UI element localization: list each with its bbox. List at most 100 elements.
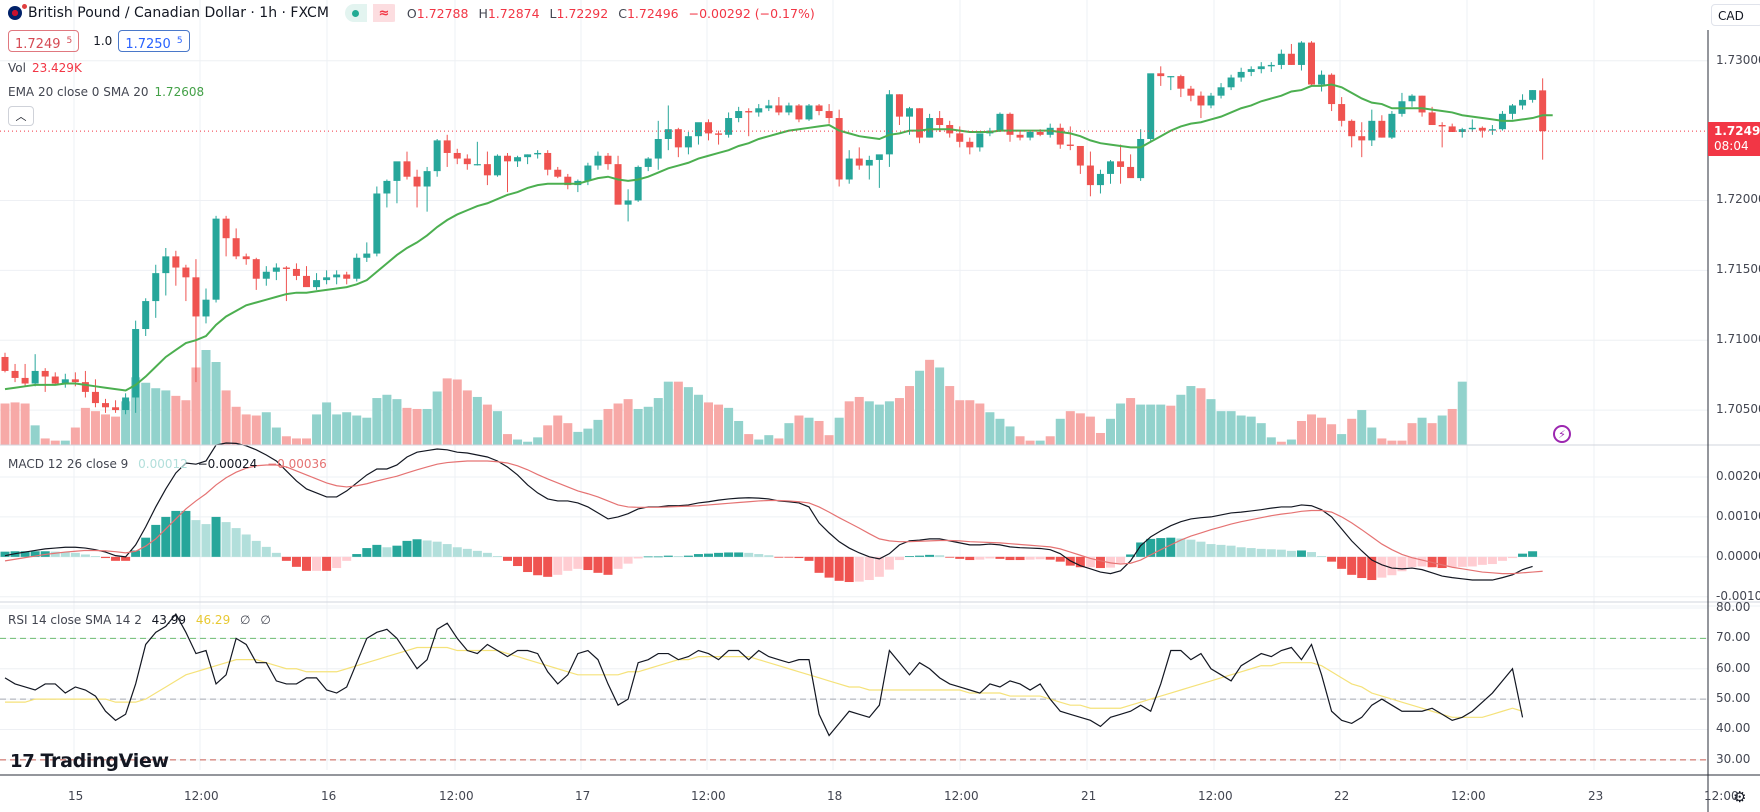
- macd-histogram-bar: [1206, 544, 1216, 557]
- macd-histogram-bar: [965, 556, 975, 561]
- macd-histogram-bar: [302, 556, 311, 571]
- currency-selector[interactable]: CAD: [1711, 4, 1760, 26]
- candle-body: [765, 105, 773, 109]
- macd-histogram-bar: [1397, 556, 1407, 572]
- volume-bar: [1055, 418, 1065, 445]
- candle-body: [1448, 126, 1456, 133]
- sell-button[interactable]: 1.7249 5: [8, 30, 80, 52]
- volume-bar: [734, 420, 744, 445]
- candle-body: [785, 105, 793, 113]
- volume-bar: [965, 400, 975, 445]
- macd-histogram-bar: [633, 556, 643, 559]
- volume-bar: [101, 414, 110, 445]
- macd-histogram-bar: [221, 522, 231, 557]
- delayed-wave-icon: ≈: [372, 4, 395, 22]
- volume-bar: [915, 370, 925, 445]
- macd-histogram-bar: [90, 556, 100, 557]
- candle-body: [825, 111, 833, 119]
- volume-bar: [392, 399, 402, 445]
- volume-bar: [764, 435, 774, 445]
- settings-icon[interactable]: ⚙: [1733, 788, 1747, 806]
- rsi-legend[interactable]: RSI 14 close SMA 14 2 43.99 46.29 ∅ ∅: [8, 613, 271, 627]
- candle-body: [634, 166, 642, 201]
- volume-bar: [583, 428, 593, 445]
- macd-histogram-bar: [1025, 556, 1035, 560]
- macd-histogram-bar: [503, 556, 512, 561]
- volume-bar: [1005, 426, 1015, 445]
- volume-bar: [1106, 418, 1115, 445]
- volume-bar: [312, 414, 322, 445]
- candle-body: [91, 391, 99, 404]
- candle-body: [1117, 161, 1125, 167]
- candle-body: [1137, 138, 1145, 179]
- volume-bar: [1035, 440, 1045, 445]
- candle-body: [202, 299, 210, 317]
- volume-bar: [151, 388, 161, 445]
- ema-legend[interactable]: EMA 20 close 0 SMA 20 1.72608: [8, 85, 205, 99]
- candle-body: [1529, 90, 1537, 100]
- macd-histogram-bar: [1447, 556, 1457, 568]
- volume-bar: [1286, 439, 1296, 445]
- time-axis-label: 12:00: [944, 789, 979, 803]
- volume-bar: [1015, 436, 1025, 445]
- candle-body: [554, 169, 562, 177]
- buy-button[interactable]: 1.7250 5: [118, 30, 190, 52]
- volume-bar: [1236, 415, 1246, 445]
- lightning-event-icon[interactable]: ⚡: [1553, 425, 1571, 443]
- volume-bar: [653, 398, 663, 445]
- candle-body: [413, 176, 421, 187]
- macd-histogram-bar: [1136, 542, 1146, 557]
- candle-body: [1177, 76, 1185, 89]
- time-axis-label: 12:00: [691, 789, 726, 803]
- candle-body: [1187, 88, 1195, 96]
- axes: [0, 30, 1760, 812]
- symbol-title[interactable]: British Pound / Canadian Dollar · 1h · F…: [28, 5, 329, 21]
- volume-bar: [20, 403, 30, 445]
- candle-body: [1257, 66, 1265, 70]
- macd-histogram-bar: [1196, 541, 1206, 557]
- candle-body: [1348, 120, 1356, 137]
- volume-bar: [1246, 416, 1256, 445]
- volume-bar: [794, 415, 804, 445]
- candle-body: [1368, 120, 1376, 141]
- macd-histogram-bar: [1236, 547, 1246, 557]
- candle-body: [122, 397, 130, 411]
- macd-histogram-bar: [804, 556, 814, 561]
- macd-histogram-bar: [291, 556, 301, 567]
- macd-histogram-bar: [1296, 550, 1306, 557]
- candle-body: [473, 164, 481, 166]
- volume-bar: [1156, 404, 1166, 445]
- time-axis-label: 12:00: [184, 789, 219, 803]
- tradingview-logo[interactable]: 𝟭𝟳 TradingView: [10, 750, 169, 772]
- macd-histogram-bar: [1176, 538, 1186, 557]
- volume-bar: [673, 381, 683, 445]
- candle-body: [1157, 73, 1165, 77]
- macd-legend[interactable]: MACD 12 26 close 9 0.00012 −0.00024 −0.0…: [8, 457, 327, 471]
- candle-body: [1297, 42, 1305, 65]
- price-axis-label: 1.71000: [1716, 332, 1760, 347]
- macd-histogram-bar: [432, 541, 442, 557]
- volume-bar: [1437, 415, 1447, 445]
- macd-histogram-bar: [492, 556, 502, 557]
- candle-body: [745, 111, 753, 113]
- macd-histogram-bar: [181, 510, 191, 557]
- candle-body: [906, 108, 913, 117]
- volume-bar: [261, 412, 271, 445]
- volume-bar: [492, 411, 502, 445]
- candle-body: [1328, 74, 1336, 105]
- macd-histogram-bar: [673, 556, 683, 557]
- rsi-axis-label: 40.00: [1716, 721, 1751, 736]
- volume-bar: [894, 398, 904, 445]
- volume-legend[interactable]: Vol 23.429K: [8, 61, 82, 75]
- collapse-legend-button[interactable]: ︿: [8, 106, 34, 126]
- macd-histogram-bar: [271, 552, 281, 557]
- candle-body: [222, 218, 230, 239]
- volume-bar: [814, 420, 824, 445]
- candle-body: [272, 267, 280, 272]
- volume-bar: [201, 350, 211, 445]
- market-status[interactable]: ≈: [344, 4, 401, 22]
- candle-body: [514, 157, 522, 162]
